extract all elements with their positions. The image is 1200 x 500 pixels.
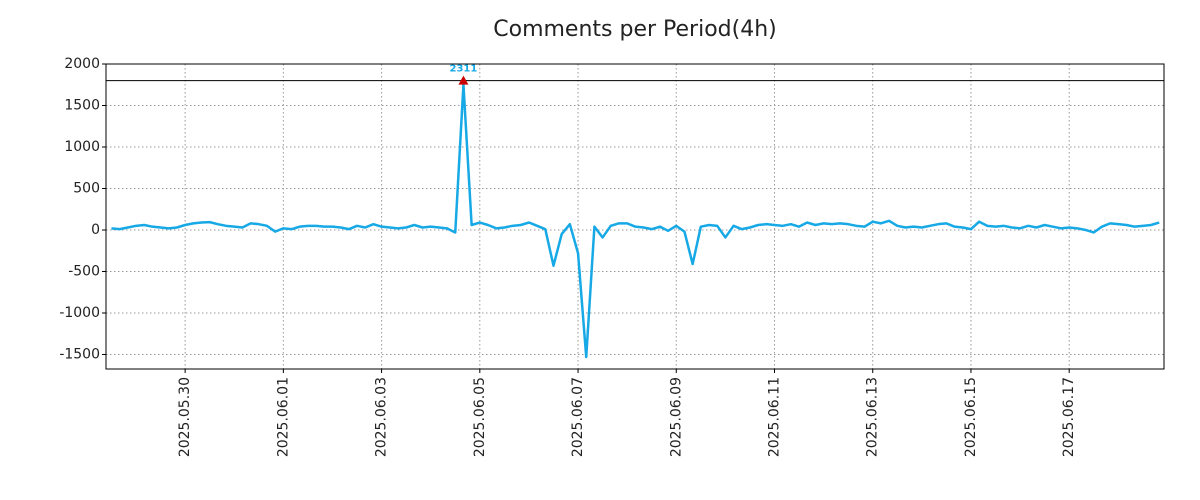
- y-tick-label: -500: [68, 263, 100, 279]
- x-tick-label: 2025.06.01: [275, 377, 291, 457]
- x-tick-label: 2025.06.09: [668, 377, 684, 457]
- x-tick-label: 2025.06.03: [374, 377, 390, 457]
- x-tick-label: 2025.06.05: [472, 377, 488, 457]
- y-tick-label: -1000: [59, 305, 100, 321]
- y-tick-label: 500: [73, 180, 100, 196]
- y-tick-label: 1000: [64, 139, 100, 155]
- x-tick-label: 2025.06.07: [570, 377, 586, 457]
- y-tick-label: 2000: [64, 56, 100, 72]
- annotation-marker: [458, 75, 469, 85]
- plot-frame: [105, 63, 1165, 370]
- x-tick-label: 2025.06.13: [865, 377, 881, 457]
- x-tick-label: 2025.06.15: [963, 377, 979, 457]
- x-tick-label: 2025.05.30: [177, 377, 193, 457]
- chart-title: Comments per Period(4h): [493, 17, 777, 42]
- x-tick-label: 2025.06.17: [1061, 377, 1077, 457]
- annotation-label: 2311: [450, 64, 478, 75]
- line-series: [111, 83, 1160, 359]
- y-tick-label: 1500: [64, 97, 100, 113]
- y-tick-label: -1500: [59, 346, 100, 362]
- x-tick-label: 2025.06.11: [766, 377, 782, 457]
- y-tick-label: 0: [91, 222, 100, 238]
